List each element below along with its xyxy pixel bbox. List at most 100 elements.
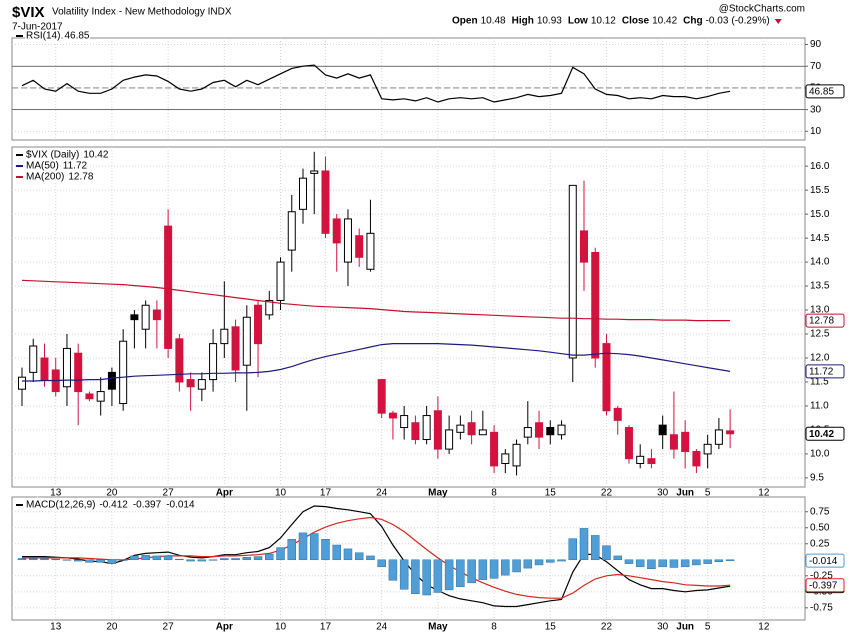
y-tick-label: 11.5 (810, 377, 829, 388)
instrument-name: Volatility Index - New Methodology INDX (52, 7, 232, 18)
x-tick-label: 27 (163, 622, 175, 633)
candle-body (186, 379, 195, 388)
legend-value: -0.412 (99, 500, 128, 511)
value-tag-label: 12.78 (809, 316, 834, 327)
moving-average-line (21, 279, 731, 322)
y-tick-label: 16.0 (810, 161, 830, 172)
line (21, 64, 731, 103)
x-tick-label: 5 (705, 622, 711, 633)
candle-body (74, 352, 83, 393)
histogram-bar (399, 559, 409, 590)
histogram-bar (613, 555, 622, 561)
candle-body (321, 170, 330, 234)
histogram-bar (265, 553, 274, 561)
value-tag (805, 313, 845, 328)
histogram-bar (186, 559, 195, 562)
histogram-bar (197, 559, 207, 562)
x-tick-label: 27 (163, 488, 175, 499)
candle-body (557, 424, 566, 436)
y-tick-label: 0.25 (810, 538, 830, 549)
source: @StockCharts.com (719, 4, 805, 15)
x-tick-label: 30 (657, 622, 669, 633)
histogram-bar (444, 559, 454, 591)
histogram-bar (51, 558, 60, 561)
x-tick-label: 12 (758, 622, 770, 633)
y-tick-label: -0.25 (810, 570, 833, 581)
quote-label: Chg (683, 16, 702, 27)
x-tick-label: May (428, 488, 448, 499)
candle-body (332, 218, 341, 244)
histogram-bar (332, 544, 341, 561)
candle-body (490, 431, 499, 467)
panel (11, 37, 806, 141)
y-tick-label: 14.5 (810, 233, 830, 244)
legend-value: 12.78 (68, 172, 93, 183)
candle-body (669, 434, 678, 450)
candle-body (546, 427, 555, 436)
candle-body (242, 316, 251, 366)
histogram-bar (467, 559, 476, 584)
candle-body (265, 299, 274, 316)
candle-body (310, 170, 319, 174)
value-tag (805, 426, 845, 441)
candle-body (602, 343, 611, 412)
x-tick-label: 12 (758, 488, 770, 499)
candle-body (535, 422, 544, 438)
histogram-bar (602, 545, 611, 561)
histogram-bar (17, 558, 27, 561)
y-tick-label: 9.5 (810, 473, 824, 484)
candle-body (164, 225, 173, 349)
histogram-bar (647, 559, 656, 569)
y-tick-label: 12.5 (810, 329, 830, 340)
candle-body (647, 458, 656, 465)
candle-body (478, 429, 487, 436)
candle-body (152, 309, 161, 321)
legend-name: MA(50) (26, 161, 59, 172)
histogram-bar (287, 539, 297, 561)
histogram-bar (546, 559, 555, 563)
x-tick-label: Jun (676, 622, 694, 633)
candle-body (276, 261, 285, 301)
candle-body (400, 415, 409, 429)
histogram-bar (422, 559, 431, 596)
histogram-bar (118, 559, 128, 561)
value-tag (805, 84, 845, 99)
histogram-bar (523, 559, 533, 569)
candle-body (692, 451, 701, 467)
histogram-bar (163, 555, 173, 561)
histogram-bar (411, 559, 420, 594)
y-tick-label: 0.50 (810, 522, 830, 533)
x-tick-label: Jun (676, 488, 694, 499)
histogram-bar (489, 559, 499, 579)
x-tick-label: 22 (601, 488, 613, 499)
legend-name: MA(200) (26, 172, 64, 183)
histogram-bar (568, 538, 578, 561)
candle-body (29, 345, 38, 373)
quote-value: 10.12 (591, 16, 616, 27)
x-tick-label: 24 (376, 622, 388, 633)
quote-label: Low (568, 16, 588, 27)
candle-body (568, 184, 577, 359)
candle-body (355, 235, 364, 258)
histogram-bar (298, 532, 308, 561)
x-tick-label: 20 (106, 488, 118, 499)
histogram-bar (107, 559, 117, 564)
legend-value: -0.397 (133, 500, 162, 511)
candle-body (501, 453, 510, 465)
histogram-bar (680, 559, 690, 568)
candle-body (254, 304, 263, 345)
histogram-bar (534, 559, 544, 566)
y-tick-label: 70 (810, 61, 822, 72)
legend-name: $VIX (Daily) (26, 150, 79, 161)
histogram-bar (152, 555, 162, 561)
quote-label: Close (622, 16, 650, 27)
histogram-bar (635, 559, 645, 568)
candle-body (96, 391, 105, 402)
candle-body (422, 415, 431, 441)
x-tick-label: 10 (275, 488, 287, 499)
histogram-bar (141, 555, 150, 561)
candle-body (62, 347, 71, 388)
candle-body (366, 232, 375, 270)
